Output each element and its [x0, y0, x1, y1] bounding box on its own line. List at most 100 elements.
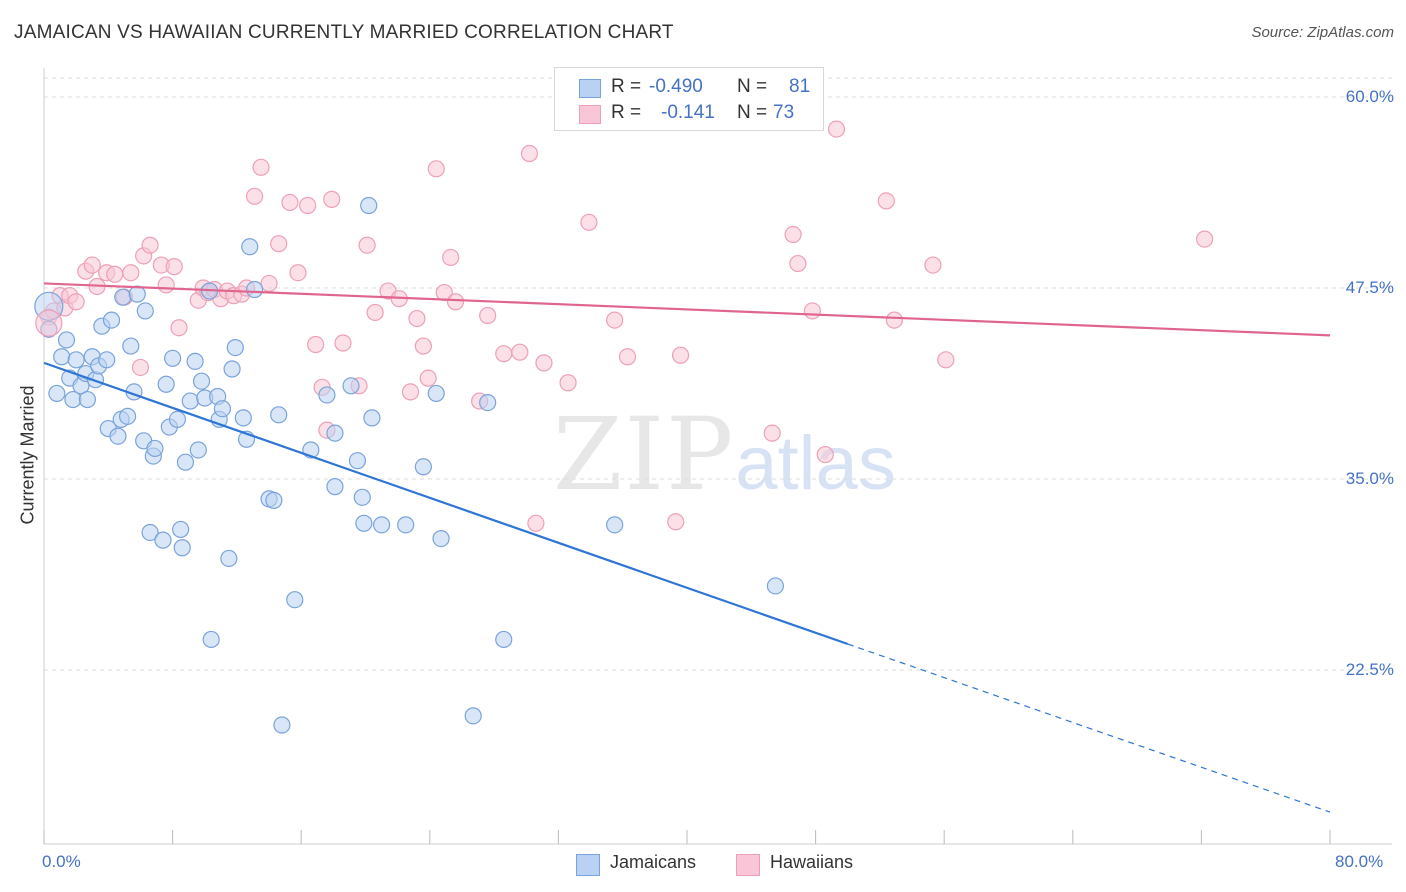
hawaiians-point	[827, 120, 846, 138]
hawaiians-point	[83, 256, 101, 274]
jamaicans-point	[479, 394, 497, 412]
hawaiians-point	[141, 236, 159, 254]
jamaicans-point	[360, 196, 378, 215]
hawaiians-point	[495, 345, 513, 363]
jamaicans-point	[220, 549, 238, 568]
hawaiians-point	[606, 311, 624, 329]
watermark-zip: ZIP	[553, 396, 736, 513]
jamaicans-point	[273, 716, 291, 734]
hawaiians-point	[289, 264, 307, 282]
watermark: ZIPatlas	[553, 396, 896, 513]
hawaiians-point	[1196, 230, 1214, 248]
hawaiians-point	[299, 196, 317, 215]
jamaicans-point	[372, 516, 391, 534]
jamaicans-point	[363, 409, 381, 427]
y-tick-label: 60.0%	[1345, 87, 1394, 106]
jamaicans-point	[495, 630, 513, 649]
hawaiians-point	[334, 334, 352, 352]
r-value: -0.141	[661, 102, 715, 123]
jamaicans-point	[122, 337, 140, 355]
jamaicans-point	[766, 577, 785, 595]
jamaicans-point	[326, 478, 344, 496]
hawaiians-point	[252, 158, 270, 176]
jamaicans-point	[57, 331, 76, 349]
hawaiians-point	[408, 309, 426, 328]
hawaiians-point	[535, 354, 553, 372]
hawaiians-point	[446, 293, 465, 311]
hawaiians-point	[323, 190, 341, 208]
n-label: N =	[737, 76, 768, 97]
jamaicans-point	[164, 349, 182, 367]
y-tick-label: 22.5%	[1345, 660, 1394, 679]
hawaiians-point	[122, 264, 140, 282]
hawaiians-point	[527, 514, 545, 532]
jamaicans-point	[181, 392, 199, 410]
hawaiians-point	[784, 225, 802, 244]
jamaicans-point	[128, 285, 146, 303]
jamaicans-point	[414, 458, 432, 476]
jamaicans-point	[241, 238, 259, 256]
n-value: 73	[773, 102, 795, 123]
hawaiians-point	[245, 187, 264, 205]
hawaiians-point	[170, 319, 188, 337]
n-label: N =	[737, 102, 768, 123]
hawaiians-point	[401, 383, 420, 401]
jamaicans-point	[141, 523, 159, 542]
jamaicans-point	[186, 352, 204, 370]
hawaiians-point	[924, 256, 942, 274]
jamaicans-point	[53, 348, 71, 366]
jamaicans-point	[109, 427, 127, 445]
jamaicans-point	[118, 407, 137, 425]
hawaiians-point	[414, 337, 432, 355]
jamaicans-point	[427, 384, 445, 403]
jamaicans-point	[606, 516, 624, 534]
x-tick-label-max: 80.0%	[1335, 852, 1384, 871]
y-tick-label: 47.5%	[1345, 278, 1394, 297]
jamaicans-trend-line	[43, 361, 849, 646]
hawaiians-point	[281, 193, 299, 212]
jamaicans-point	[192, 372, 211, 390]
jamaicans-point	[432, 529, 450, 548]
y-tick-label: 35.0%	[1345, 469, 1394, 488]
hawaiians-point	[511, 343, 529, 361]
legend-hawaiians-swatch	[736, 854, 760, 876]
hawaiians-point	[816, 445, 834, 464]
jamaicans-trend-extension	[847, 643, 1331, 813]
jamaicans-point	[154, 531, 172, 549]
hawaiians-point	[358, 236, 376, 254]
hawaiians-point	[270, 235, 288, 253]
source-label: Source: ZipAtlas.com	[1251, 24, 1394, 41]
hawaiians-point	[885, 311, 903, 329]
hawaiians-point	[763, 424, 781, 442]
hawaiians-point	[366, 303, 384, 322]
hawaiians-point	[67, 293, 85, 311]
jamaicans-point	[223, 360, 241, 378]
hawaiians-point	[520, 144, 539, 163]
jamaicans-point	[326, 424, 344, 442]
jamaicans-point	[114, 288, 132, 306]
hawaiians-point	[106, 265, 124, 283]
jamaicans-point	[67, 351, 85, 369]
jamaicans-point	[286, 591, 304, 609]
hawaiians-point	[667, 513, 685, 531]
hawaiians-point	[157, 276, 175, 294]
x-tick-label-min: 0.0%	[42, 852, 81, 871]
jamaicans-point	[265, 491, 283, 509]
hawaiians-point	[479, 306, 497, 325]
jamaicans-point	[172, 520, 190, 539]
jamaicans-point	[176, 453, 195, 471]
jamaicans-point	[270, 406, 288, 424]
jamaicans-point	[102, 311, 121, 329]
legend-hawaiians-label: Hawaiians	[770, 852, 854, 872]
hawaiians-point	[789, 254, 807, 273]
hawaiians-point	[165, 258, 183, 276]
jamaicans-point	[353, 488, 371, 506]
jamaicans-swatch	[579, 79, 601, 98]
watermark-atlas: atlas	[735, 421, 896, 506]
jamaicans-point	[78, 390, 97, 409]
chart-title: JAMAICAN VS HAWAIIAN CURRENTLY MARRIED C…	[14, 22, 674, 43]
legend-jamaicans-swatch	[576, 854, 600, 876]
jamaicans-point	[98, 351, 116, 369]
jamaicans-point	[318, 386, 336, 404]
